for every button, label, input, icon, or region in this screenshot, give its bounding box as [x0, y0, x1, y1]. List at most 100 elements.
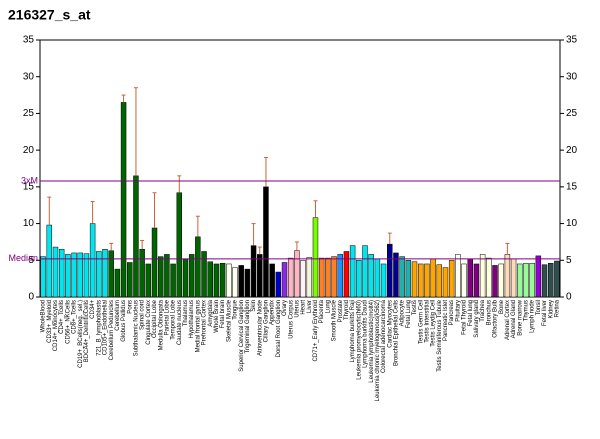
bar: [517, 263, 523, 298]
x-tick-label: Parietal Lobe: [164, 299, 170, 335]
y-tick-label: 20: [23, 145, 35, 156]
x-tick-label: Fetal lung: [468, 300, 474, 326]
bar: [275, 271, 282, 298]
x-tick-label: Adrenal Gland: [511, 300, 517, 338]
bar: [510, 258, 517, 298]
bar: [325, 257, 331, 298]
x-tick-label: Medulla Oblongata: [158, 299, 164, 350]
x-tick-label: Whole Brain: [214, 300, 220, 333]
x-tick-label: Bronchus: [486, 300, 492, 325]
x-tick-label: Ovary: [282, 300, 288, 316]
x-tick-label: Lymphoma burkitts Raji: [350, 300, 356, 362]
x-tick-label: Salivary gland: [474, 300, 480, 338]
x-tick-label: Placenta: [319, 299, 325, 323]
x-tick-label: Bone: [499, 299, 505, 314]
x-tick-label: Testis: [412, 300, 418, 315]
x-tick-label: Superior Cervical Ganglion: [239, 300, 245, 372]
bar: [436, 264, 443, 298]
x-tick-label: Hypothalamus: [189, 300, 195, 338]
bar: [164, 254, 170, 298]
x-tick-label: Thymus: [524, 300, 530, 321]
bar: [226, 263, 232, 298]
y2-tick-label: 10: [566, 218, 578, 229]
bar: [424, 263, 430, 298]
x-tick-label: Testis Leydig Cell: [431, 300, 437, 347]
x-tick-label: Pons: [127, 300, 133, 314]
y-tick-label: 10: [23, 218, 35, 229]
x-tick-label: Caudate nucleus: [177, 300, 183, 345]
x-tick-label: Medial frontal gyrus: [195, 300, 201, 352]
x-tick-label: Adipocyte: [400, 299, 406, 326]
bar: [46, 224, 53, 298]
x-tick-label: Bone marrow: [517, 299, 523, 335]
bar: [387, 243, 393, 298]
x-tick-label: CD14+_Monocytes: [53, 300, 59, 351]
bar: [368, 254, 374, 298]
x-tick-label: Trachea: [480, 299, 486, 321]
x-tick-label: Lymphoma burkitts Daudi: [363, 300, 369, 368]
bar: [207, 261, 213, 298]
x-tick-label: Leukemia lymphoblastic(molt4): [369, 300, 375, 383]
bar: [139, 249, 145, 298]
x-tick-label: WholeBlood: [41, 300, 47, 332]
x-tick-label: Trigeminal Ganglion: [245, 300, 251, 353]
bar: [250, 245, 257, 298]
y-tick-label: 5: [28, 255, 34, 266]
x-tick-label: Uterus Corpus: [288, 300, 294, 339]
x-tick-label: Fetal liver: [542, 300, 548, 326]
bar: [151, 227, 158, 298]
x-tick-label: Fetal Thyroid: [462, 300, 468, 335]
bar: [96, 251, 102, 298]
x-tick-label: Testis Seminiferous Tubule: [437, 299, 443, 371]
bar: [399, 256, 405, 298]
bar: [40, 256, 46, 298]
bar: [188, 254, 195, 298]
bar: [393, 252, 399, 298]
bar: [430, 258, 436, 298]
x-tick-label: Cerebellum Peduncles: [109, 300, 115, 360]
x-tick-label: Uterus: [294, 300, 300, 318]
x-tick-label: Bronchial Epithelial Cells: [394, 300, 400, 366]
bar: [58, 249, 65, 298]
chart-title: 216327_s_at: [8, 7, 91, 23]
x-tick-label: CD8+_Tcells: [72, 300, 78, 334]
x-tick-label: Leukemia chronic myelogenous(k562): [375, 300, 381, 401]
bar: [349, 245, 356, 298]
x-tick-label: CD56+_NKCells: [65, 300, 71, 344]
bar: [356, 260, 362, 298]
bar: [71, 252, 77, 298]
y-tick-label: 25: [23, 108, 35, 119]
x-tick-label: Heart: [301, 300, 307, 315]
bar: [405, 260, 412, 298]
x-tick-label: Prefrontal Cortex: [202, 300, 208, 345]
x-tick-label: Skin: [251, 300, 257, 312]
bar: [312, 217, 319, 298]
bar: [523, 262, 529, 298]
bar: [448, 260, 455, 298]
bar: [244, 268, 251, 298]
x-tick-label: Cardiac Myocytes: [387, 300, 393, 348]
x-tick-label: Cerebellum: [115, 300, 121, 331]
bar: [157, 256, 164, 298]
bar: [263, 186, 269, 298]
y2-tick-label: 15: [566, 181, 578, 192]
bar: [343, 251, 350, 298]
bar: [479, 254, 486, 298]
y2-tick-label: 30: [566, 71, 578, 82]
y-tick-label: 15: [23, 181, 35, 192]
bar: [294, 250, 300, 298]
x-tick-label: Thalamus: [183, 300, 189, 326]
bar: [362, 245, 368, 298]
x-tick-label: Appendix: [270, 300, 276, 325]
x-tick-label: Prostate: [338, 299, 344, 322]
x-tick-label: Atrioventricular Node: [257, 299, 263, 356]
bar: [83, 253, 90, 298]
bar: [547, 262, 554, 298]
x-tick-label: Subthalamic Nucleus: [134, 300, 140, 356]
bar: [77, 252, 83, 298]
y2-tick-label: 0: [566, 292, 572, 303]
bar: [176, 192, 183, 298]
y2-tick-label: 35: [566, 35, 578, 46]
